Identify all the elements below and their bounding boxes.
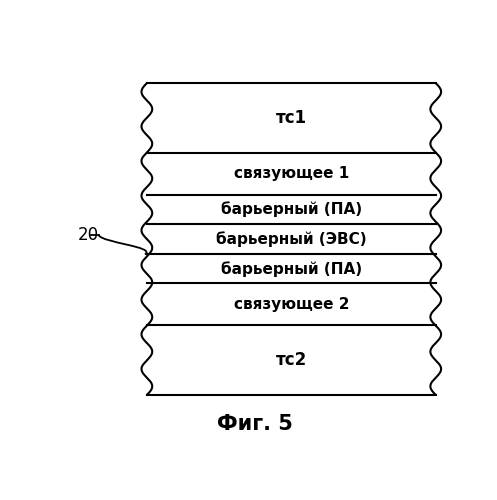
Text: Фиг. 5: Фиг. 5 (217, 414, 293, 434)
Text: тс2: тс2 (276, 351, 307, 369)
Text: барьерный (ЭВС): барьерный (ЭВС) (216, 231, 367, 247)
Bar (147, 83, 436, 153)
Bar (147, 284, 436, 326)
Text: связующее 2: связующее 2 (234, 297, 349, 312)
Bar (147, 153, 436, 194)
Bar (147, 194, 436, 224)
Bar (147, 254, 436, 284)
Text: барьерный (ПА): барьерный (ПА) (221, 202, 362, 218)
Text: связующее 1: связующее 1 (234, 166, 349, 181)
Text: 20: 20 (78, 226, 99, 244)
Bar (147, 326, 436, 395)
Text: барьерный (ПА): барьерный (ПА) (221, 261, 362, 276)
Text: тс1: тс1 (276, 109, 307, 127)
Bar (147, 224, 436, 254)
